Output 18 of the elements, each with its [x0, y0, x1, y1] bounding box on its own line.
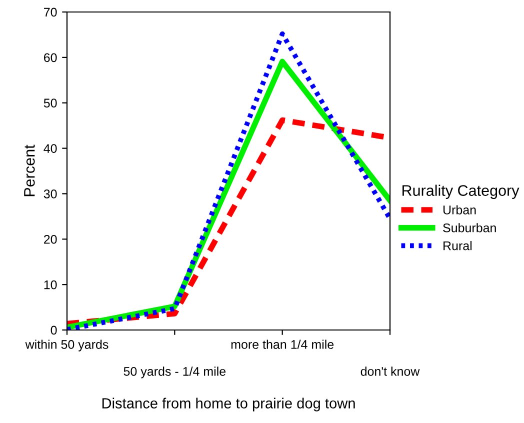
- legend-label: Urban: [443, 205, 476, 214]
- y-tick-label: 20: [44, 234, 57, 244]
- y-tick-label: 50: [44, 98, 57, 108]
- y-tick-label: 30: [44, 190, 57, 198]
- x-tick-label: 50 yards - 1/4 mile: [124, 366, 226, 378]
- y-tick-label: 40: [44, 144, 57, 153]
- y-tick-label: 70: [44, 8, 57, 17]
- legend-label: Rural: [444, 241, 472, 250]
- x-axis-title: Distance from home to prairie dog town: [102, 398, 355, 412]
- legend-label: Suburban: [443, 223, 496, 232]
- x-tick-label: more than 1/4 mile: [231, 340, 334, 349]
- x-tick-label: within 50 yards: [25, 340, 108, 352]
- legend-title: Rurality Category: [402, 184, 520, 199]
- y-tick-label: 10: [44, 280, 57, 290]
- y-tick-label: 0: [50, 326, 57, 335]
- y-axis-title: Percent: [24, 144, 35, 196]
- y-tick-label: 60: [44, 53, 57, 62]
- x-tick-label: don't know: [360, 366, 420, 376]
